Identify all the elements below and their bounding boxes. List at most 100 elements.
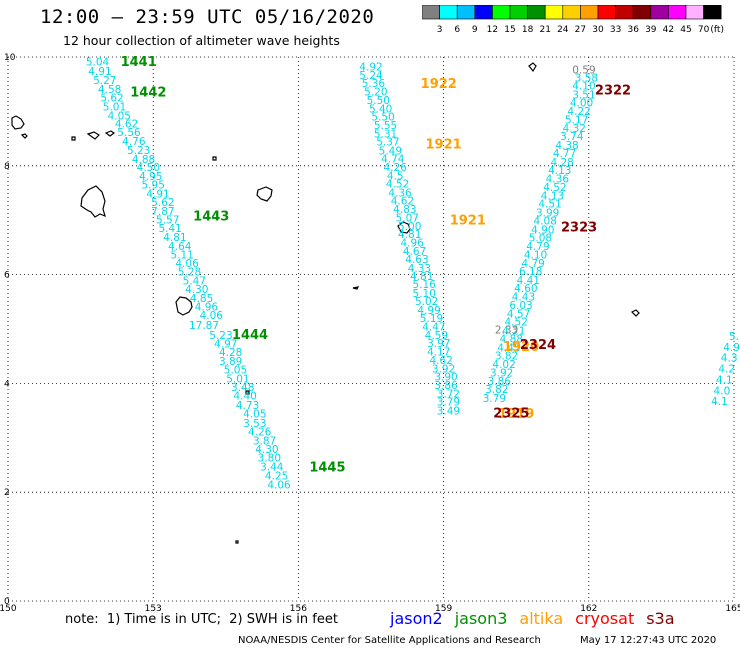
colorbar-label: 39 — [645, 25, 657, 35]
colorbar-label: 42 — [663, 25, 674, 35]
wave-height-value: 4.21 — [502, 325, 525, 337]
wave-height-value: 4.26 — [248, 427, 272, 439]
wave-height-value: 3.74 — [560, 131, 584, 143]
island-outline — [630, 309, 640, 317]
map-title: 12:00 – 23:59 UTC 05/16/2020 — [40, 6, 375, 28]
wave-height-value: 4.62 — [391, 195, 414, 207]
wave-height-value: 4.05 — [108, 111, 131, 123]
wave-height-value: 4.51 — [538, 199, 561, 211]
wave-height-value: 17.87 — [189, 320, 219, 332]
y-tick-label: 8 — [4, 162, 10, 172]
colorbar-label: 36 — [627, 25, 639, 35]
wave-height-value: 3.90 — [434, 372, 457, 384]
island-outline — [256, 186, 273, 202]
wave-height-value: 4.06 — [267, 479, 291, 491]
track: 5.044.915.274.585.625.014.054.625.564.76… — [86, 57, 291, 492]
wave-height-value: 3.89 — [219, 356, 242, 368]
pass-number-label: 1443 — [193, 210, 229, 225]
x-tick-label: 150 — [0, 604, 17, 614]
wave-height-value: 0.59 — [572, 64, 595, 76]
wave-height-value: 4.79 — [521, 258, 544, 270]
map-subtitle: 12 hour collection of altimeter wave hei… — [63, 33, 340, 48]
colorbar-label: 18 — [522, 25, 534, 35]
wave-height-value: 4.02 — [492, 359, 515, 371]
x-tick-label: 159 — [435, 604, 452, 614]
wave-height-value: 5.36 — [362, 78, 386, 90]
track: 5.4.94.34.24.14.04.1 — [711, 331, 740, 408]
wave-height-value: 5.00 — [398, 221, 421, 233]
credit-line: NOAA/NESDIS Center for Satellite Applica… — [238, 635, 541, 646]
colorbar-label: 27 — [575, 25, 586, 35]
y-tick-label: 6 — [4, 271, 10, 281]
wave-height-value: 3.92 — [432, 364, 455, 376]
pass-number-label: 2325 — [493, 407, 529, 422]
wave-height-value: 5.11 — [171, 249, 194, 261]
wave-height-value: 4.10 — [572, 81, 595, 93]
island-outline — [212, 156, 217, 161]
wave-height-value: 4.96 — [195, 302, 219, 314]
island-outline — [104, 130, 116, 137]
y-tick-label: 10 — [4, 53, 16, 63]
wave-height-value: 4.13 — [548, 165, 571, 177]
colorbar-label: 12 — [487, 25, 498, 35]
island-outline — [71, 136, 76, 141]
colorbar-label: 70 — [698, 25, 710, 35]
colorbar-swatch — [685, 5, 704, 20]
wave-height-value: 6.03 — [509, 300, 532, 312]
wave-height-value: 5.56 — [117, 127, 141, 139]
wave-height-value: 4.88 — [132, 154, 155, 166]
legend-jason3: jason3 — [454, 609, 508, 628]
colorbar-swatch — [439, 5, 458, 20]
wave-height-value: 4.91 — [146, 188, 169, 200]
wave-height-value: 5.01 — [226, 373, 249, 385]
wave-height-value: 4.74 — [381, 154, 405, 166]
footer-note: note: 1) Time is in UTC; 2) SWH is in fe… — [65, 612, 338, 627]
wave-height-value: 5.23 — [127, 145, 150, 157]
wave-height-value: 5.41 — [158, 223, 181, 235]
wave-height-value: 5.37 — [376, 137, 399, 149]
wave-height-value: 3.44 — [260, 461, 284, 473]
wave-height-value: 4.97 — [214, 338, 237, 350]
wave-height-value: 5.50 — [371, 112, 394, 124]
timestamp: May 17 12:27:43 UTC 2020 — [580, 635, 717, 646]
wave-height-value: 5. — [729, 331, 739, 343]
wave-height-value: 4.25 — [265, 471, 288, 483]
wave-height-value: 4.1 — [716, 374, 733, 386]
colorbar-swatch — [580, 5, 599, 20]
y-tick-label: 0 — [4, 597, 10, 607]
wave-height-value: 5.31 — [374, 129, 397, 141]
altimeter-tracks: 5.044.915.274.585.625.014.054.625.564.76… — [86, 57, 740, 492]
island-outline — [11, 115, 25, 130]
wave-height-value: 4.30 — [185, 284, 208, 296]
wave-height-value: 4.92 — [359, 62, 382, 74]
wave-height-value: 7.87 — [151, 206, 174, 218]
pass-number-label: 2322 — [595, 84, 631, 99]
wave-height-value: 5.08 — [529, 232, 552, 244]
wave-height-value: 4.33 — [408, 263, 431, 275]
island-outline — [86, 131, 100, 140]
wave-height-value: 5.01 — [103, 101, 126, 113]
wave-height-value: 4.3 — [721, 353, 738, 365]
track: 3.584.103.514.004.225.174.323.744.384.77… — [483, 72, 598, 404]
colorbar-swatch — [527, 5, 546, 20]
wave-height-value: 4.52 — [543, 182, 566, 194]
track: 4.925.245.365.205.505.405.505.555.315.37… — [359, 62, 460, 418]
wave-height-value: 4.85 — [190, 293, 213, 305]
wave-height-value: 4.64 — [168, 241, 192, 253]
wave-height-value: 4.58 — [98, 84, 121, 96]
wave-height-value: 5.20 — [364, 87, 387, 99]
wave-height-value: 3.92 — [490, 367, 513, 379]
wave-height-value: 2.33 — [495, 324, 518, 336]
wave-height-value: 4.77 — [553, 148, 576, 160]
wave-height-value: 3.80 — [258, 453, 281, 465]
wave-height-value: 5.62 — [151, 197, 174, 209]
wave-height-value: 4.38 — [555, 140, 578, 152]
wave-height-value: 5.16 — [413, 279, 437, 291]
colorbar-label: 24 — [557, 25, 569, 35]
wave-height-value: 4.41 — [517, 275, 540, 287]
wave-height-value: 4.67 — [403, 246, 426, 258]
island-outlines — [11, 62, 640, 544]
colorbar-swatch — [509, 5, 528, 20]
wave-height-value: 3.82 — [495, 350, 518, 362]
wave-height-value: 4.26 — [384, 162, 408, 174]
